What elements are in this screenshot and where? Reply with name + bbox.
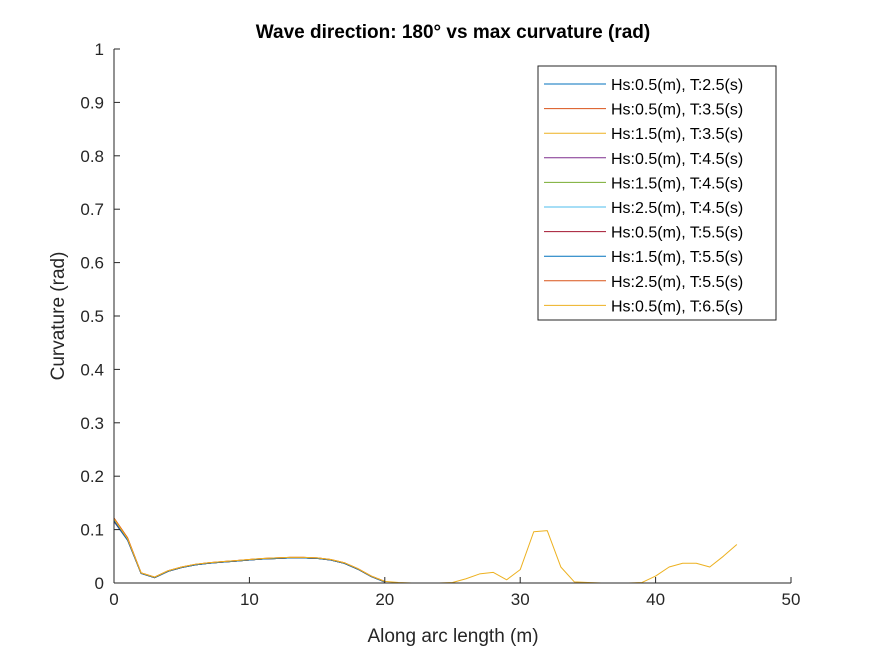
- x-tick-label: 10: [240, 590, 259, 609]
- y-tick-label: 0.7: [80, 200, 104, 219]
- y-tick-label: 0: [95, 574, 104, 593]
- y-tick-label: 0.6: [80, 254, 104, 273]
- y-axis-label: Curvature (rad): [48, 252, 69, 381]
- legend: Hs:0.5(m), T:2.5(s) Hs:0.5(m), T:3.5(s) Hs…: [537, 65, 777, 321]
- legend-entry: Hs:0.5(m), T:5.5(s): [611, 225, 743, 242]
- y-tick-label: 0.1: [80, 521, 104, 540]
- x-tick-label: 30: [511, 590, 530, 609]
- legend-entry: Hs:0.5(m), T:2.5(s): [611, 77, 743, 94]
- x-tick-label: 20: [375, 590, 394, 609]
- x-tick-label: 50: [782, 590, 801, 609]
- legend-entry: Hs:1.5(m), T:4.5(s): [611, 175, 743, 192]
- y-tick-label: 0.3: [80, 414, 104, 433]
- x-tick-label: 40: [646, 590, 665, 609]
- legend-entry: Hs:2.5(m), T:5.5(s): [611, 274, 743, 291]
- y-tick-label: 0.8: [80, 147, 104, 166]
- axes: 0 10 20 30 40 50 0 0.1 0.2 0.3 0.4 0.5 0.6 0.7 0.8 0.9 1: [80, 40, 800, 609]
- chart-title: Wave direction: 180° vs max curvature (r…: [256, 22, 650, 43]
- legend-entry: Hs:1.5(m), T:3.5(s): [611, 126, 743, 143]
- y-tick-label: 0.4: [80, 360, 104, 379]
- x-axis-label: Along arc length (m): [367, 626, 538, 647]
- y-tick-label: 0.2: [80, 467, 104, 486]
- y-tick-label: 1: [95, 40, 104, 59]
- y-tick-label: 0.5: [80, 307, 104, 326]
- legend-entry: Hs:0.5(m), T:6.5(s): [611, 298, 743, 315]
- legend-entry: Hs:1.5(m), T:5.5(s): [611, 249, 743, 266]
- x-tick-label: 0: [109, 590, 118, 609]
- legend-entry: Hs:0.5(m), T:4.5(s): [611, 151, 743, 168]
- legend-entry: Hs:2.5(m), T:4.5(s): [611, 200, 743, 217]
- y-tick-label: 0.9: [80, 93, 104, 112]
- legend-entry: Hs:0.5(m), T:3.5(s): [611, 102, 743, 119]
